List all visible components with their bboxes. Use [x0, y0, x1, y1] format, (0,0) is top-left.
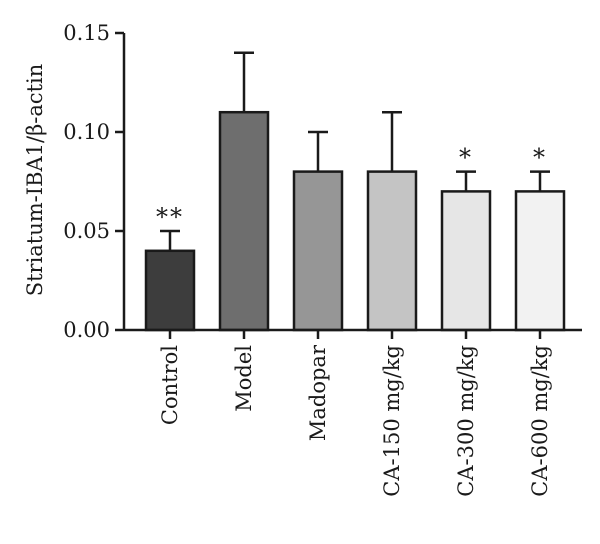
x-category-label: Model — [232, 345, 256, 412]
error-bars-group — [160, 51, 550, 251]
bar-model — [218, 110, 270, 332]
significance-marker: * — [459, 144, 473, 172]
y-tick-label: 0.15 — [63, 21, 110, 45]
significance-marker: * — [533, 144, 547, 172]
bar-ca-150-mg-kg — [366, 170, 418, 332]
bar-madopar — [292, 170, 344, 332]
y-tick-label: 0.05 — [63, 219, 110, 243]
bar-ca-300-mg-kg — [440, 190, 492, 332]
significance-marker: ** — [156, 203, 184, 231]
y-axis: 0.00 0.05 0.10 0.15 — [63, 21, 124, 342]
x-category-label: Control — [158, 345, 182, 425]
x-category-label: Madopar — [306, 344, 330, 441]
y-tick-label: 0.00 — [63, 318, 110, 342]
bar-control — [144, 249, 196, 332]
y-tick-label: 0.10 — [63, 120, 110, 144]
x-axis-category-labels: Control Model Madopar CA-150 mg/kg CA-300 mg… — [158, 330, 552, 497]
bar-ca-600-mg-kg — [514, 190, 566, 332]
bars-group — [144, 110, 566, 332]
x-category-label: CA-150 mg/kg — [380, 345, 404, 497]
x-category-label: CA-600 mg/kg — [528, 345, 552, 497]
x-category-label: CA-300 mg/kg — [454, 345, 478, 497]
significance-markers: *** * — [156, 144, 547, 231]
y-axis-label: Striatum-IBA1/β-actin — [23, 64, 47, 297]
